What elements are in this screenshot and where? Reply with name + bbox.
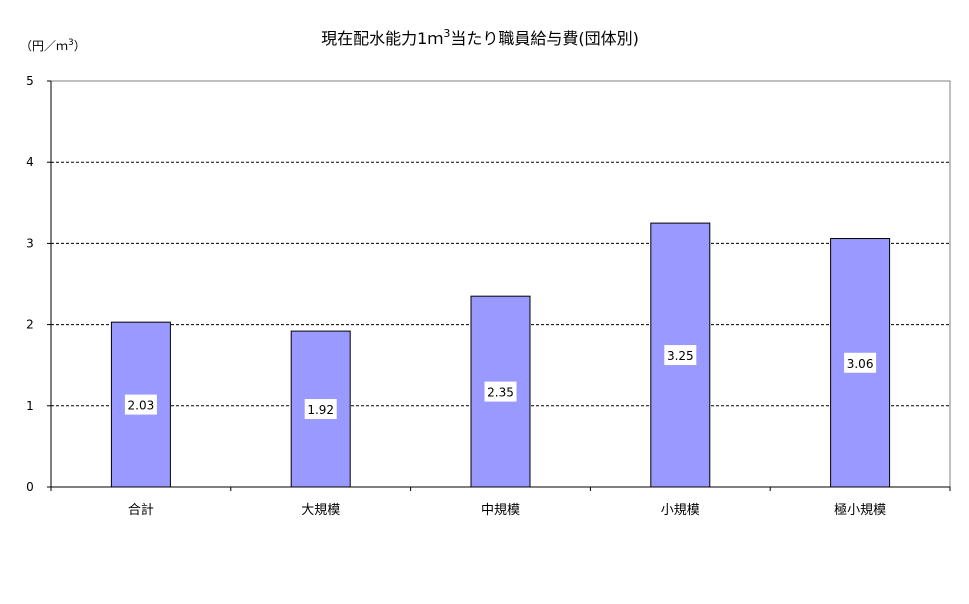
y-axis-unit-label: （円／ｍ3） — [20, 38, 86, 53]
data-label: 3.25 — [667, 349, 694, 363]
data-label: 2.03 — [128, 399, 155, 413]
data-label-box — [124, 394, 157, 415]
plot-area: 0 1 2 3 4 5 2.03 合計 1.92 大規模 2.35 中規模 3.25 小規模 3.06 極小規… — [26, 74, 951, 518]
data-label-box — [304, 399, 337, 420]
data-label-box — [484, 381, 517, 402]
category-label: 中規模 — [481, 503, 520, 518]
data-label-box — [664, 345, 697, 366]
category-label: 極小規模 — [834, 502, 886, 518]
y-tick-label: 1 — [26, 399, 34, 413]
y-tick-label: 4 — [26, 155, 34, 169]
y-tick-label: 3 — [26, 236, 34, 250]
data-label-box — [844, 352, 877, 373]
bar-3 — [470, 295, 531, 488]
y-tick-label: 2 — [26, 318, 34, 332]
y-tick-label: 5 — [26, 74, 34, 88]
data-label: 1.92 — [307, 403, 334, 417]
data-label: 2.35 — [487, 386, 514, 400]
y-tick-label: 0 — [26, 480, 34, 494]
data-label: 3.06 — [847, 357, 874, 371]
chart-title: 現在配水能力1ｍ3当たり職員給与費(団体別) — [321, 27, 639, 48]
category-label: 合計 — [128, 502, 154, 518]
category-label: 小規模 — [661, 503, 700, 518]
category-label: 大規模 — [301, 503, 340, 518]
